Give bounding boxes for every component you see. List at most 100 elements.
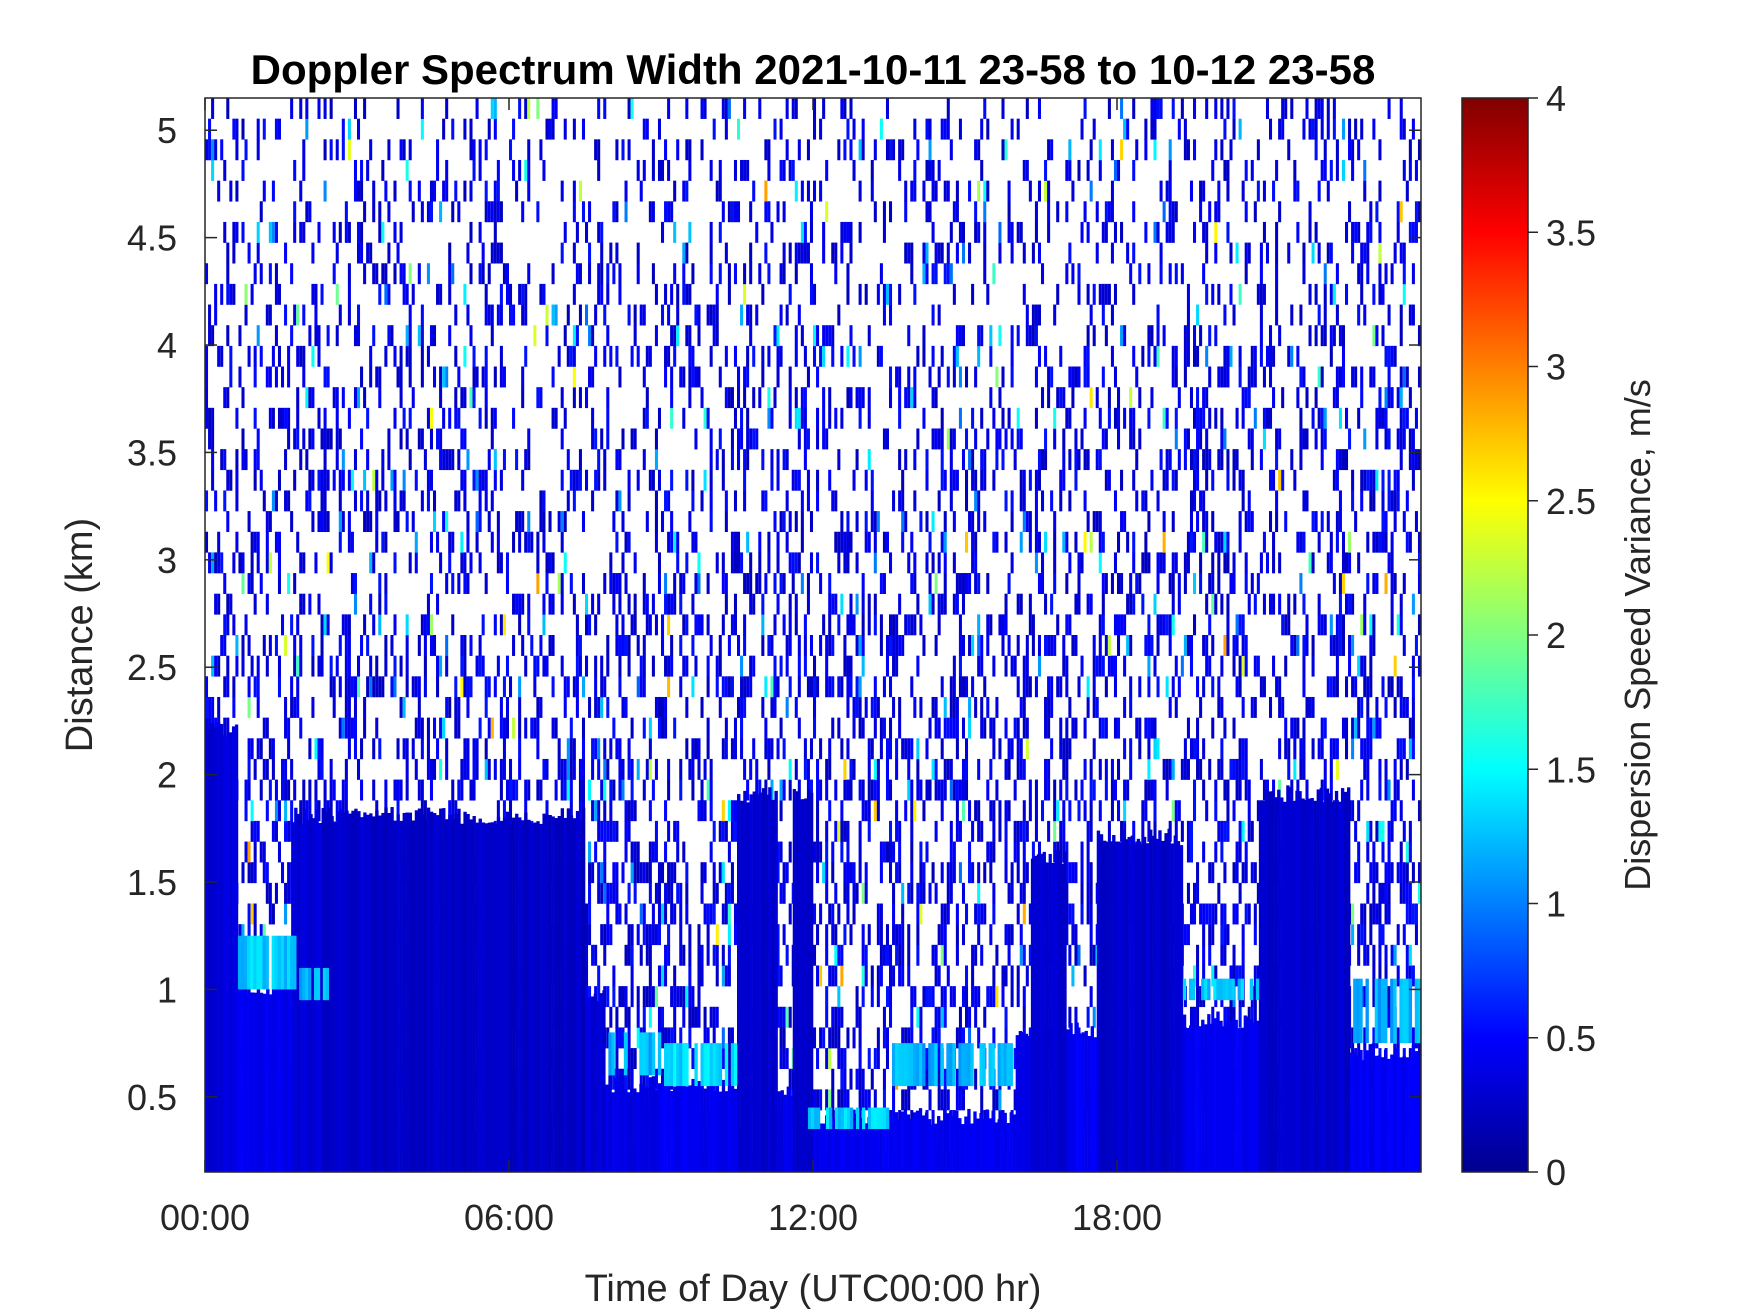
- heatmap-cell: [858, 1048, 862, 1070]
- heatmap-cell: [1019, 738, 1023, 760]
- heatmap-cell: [1098, 614, 1102, 636]
- heatmap-cell: [1010, 924, 1014, 946]
- heatmap-cell: [870, 696, 874, 718]
- heatmap-cell: [205, 490, 209, 512]
- heatmap-cell: [329, 428, 333, 450]
- heatmap-cell: [247, 903, 251, 925]
- heatmap-cell: [338, 469, 342, 491]
- heatmap-cell: [733, 738, 737, 760]
- heatmap-cell: [344, 696, 348, 718]
- heatmap-cell: [417, 779, 421, 801]
- heatmap-cell: [983, 98, 987, 119]
- heatmap-cell: [983, 242, 987, 264]
- heatmap-cell: [223, 221, 227, 243]
- heatmap-cell: [733, 345, 737, 367]
- heatmap-cell: [399, 779, 403, 801]
- heatmap-cell: [220, 449, 224, 471]
- heatmap-cell: [490, 531, 494, 553]
- heatmap-cell: [679, 986, 683, 1008]
- heatmap-cell: [782, 779, 786, 801]
- heatmap-cell: [977, 655, 981, 677]
- heatmap-cell: [229, 180, 233, 202]
- heatmap-cell: [998, 1089, 1002, 1111]
- heatmap-cell: [788, 758, 792, 780]
- heatmap-cell: [657, 696, 661, 718]
- heatmap-cell: [977, 490, 981, 512]
- heatmap-cell: [1053, 800, 1057, 822]
- heatmap-cell: [718, 221, 722, 243]
- heatmap-cell: [241, 655, 245, 677]
- heatmap-cell: [268, 304, 272, 326]
- heatmap-cell: [572, 366, 576, 388]
- heatmap-cell: [718, 180, 722, 202]
- heatmap-cell: [597, 696, 601, 718]
- heatmap-cell: [299, 345, 303, 367]
- heatmap-cell: [1068, 159, 1072, 181]
- heatmap-cell: [244, 800, 248, 822]
- heatmap-cell: [281, 779, 285, 801]
- heatmap-cell: [937, 242, 941, 264]
- heatmap-cell: [548, 552, 552, 574]
- heatmap-cell: [800, 490, 804, 512]
- heatmap-cell: [378, 366, 382, 388]
- heatmap-cell: [761, 593, 765, 615]
- heatmap-cell: [980, 944, 984, 966]
- heatmap-cell: [603, 676, 607, 698]
- heatmap-cell: [615, 449, 619, 471]
- heatmap-cell: [460, 387, 464, 409]
- heatmap-cell: [384, 573, 388, 594]
- heatmap-cell: [767, 201, 771, 223]
- heatmap-cell: [1086, 1006, 1090, 1028]
- heatmap-cell: [493, 614, 497, 636]
- heatmap-cell: [1104, 221, 1108, 243]
- heatmap-cell: [475, 758, 479, 780]
- heatmap-cell: [834, 242, 838, 264]
- heatmap-cell: [898, 696, 902, 718]
- heatmap-cell: [685, 242, 689, 264]
- heatmap-cell: [226, 325, 230, 347]
- heatmap-cell: [892, 882, 896, 904]
- heatmap-cell: [724, 98, 728, 119]
- heatmap-cell: [378, 593, 382, 615]
- heatmap-cell: [654, 511, 658, 533]
- heatmap-cell: [940, 676, 944, 698]
- heatmap-cell: [250, 862, 254, 884]
- heatmap-cell: [1062, 449, 1066, 471]
- heatmap-cell: [499, 283, 503, 305]
- heatmap-cell: [724, 676, 728, 698]
- heatmap-cell: [235, 655, 239, 677]
- heatmap-cell: [588, 366, 592, 388]
- heatmap-cell: [998, 428, 1002, 450]
- heatmap-cell: [624, 635, 628, 656]
- heatmap-cell: [676, 304, 680, 326]
- heatmap-cell: [1028, 511, 1032, 533]
- heatmap-cell: [949, 221, 953, 243]
- heatmap-cell: [536, 552, 540, 574]
- heatmap-cell: [949, 779, 953, 801]
- heatmap-cell: [916, 738, 920, 760]
- heatmap-cell: [1022, 882, 1026, 904]
- heatmap-cell: [1019, 469, 1023, 491]
- heatmap-cell: [977, 1027, 981, 1049]
- heatmap-cell: [585, 965, 589, 987]
- heatmap-cell: [752, 387, 756, 409]
- heatmap-cell: [685, 986, 689, 1008]
- heatmap-cell: [612, 862, 616, 884]
- heatmap-cell: [691, 490, 695, 512]
- heatmap-cell: [813, 676, 817, 698]
- heatmap-cell: [697, 366, 701, 388]
- heatmap-cell: [712, 903, 716, 925]
- heatmap-cell: [688, 325, 692, 347]
- heatmap-cell: [1059, 820, 1063, 842]
- heatmap-cell: [670, 655, 674, 677]
- heatmap-cell: [417, 263, 421, 285]
- heatmap-cell: [588, 779, 592, 801]
- heatmap-cell: [433, 366, 437, 388]
- heatmap-cell: [749, 428, 753, 450]
- heatmap-cell: [977, 820, 981, 842]
- heatmap-cell: [578, 635, 582, 656]
- heatmap-cell: [907, 944, 911, 966]
- heatmap-cell: [518, 676, 522, 698]
- heatmap-cell: [873, 696, 877, 718]
- heatmap-cell: [317, 221, 321, 243]
